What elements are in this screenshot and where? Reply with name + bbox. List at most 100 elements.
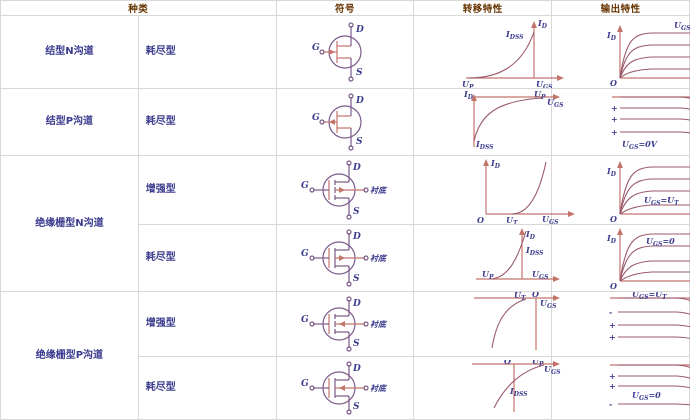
- marker-up: UP: [462, 79, 474, 88]
- pin-label-drain: D: [352, 163, 361, 173]
- origin-label: O: [477, 215, 484, 224]
- pin-label-drain: D: [355, 96, 364, 106]
- axis-label-ugs: UGS: [540, 298, 557, 310]
- mosfet-p-enhancement-symbol: G D S 衬底: [301, 296, 388, 352]
- axis-label-ugs: UGS: [532, 269, 549, 281]
- pin-label-substrate: 衬底: [370, 319, 388, 329]
- cell-symbol-mos-n-dep: G D S 衬底: [275, 224, 415, 292]
- transfer-curve-mos-n-enh: ID O UT UGS: [477, 158, 576, 224]
- cell-symbol-jfet-p: G D S: [275, 88, 415, 156]
- cell-symbol-mos-p-dep: G D S 衬底: [275, 356, 415, 420]
- mosfet-p-depletion-symbol: G D S 衬底: [301, 361, 388, 415]
- pin-label-drain: D: [352, 364, 361, 374]
- cell-symbol-jfet-n: G D S: [275, 15, 415, 89]
- table-header-row: 种类 符号 转移特性 输出特性: [0, 0, 690, 16]
- marker-ut: UT: [514, 292, 526, 302]
- pin-label-source: S: [353, 402, 360, 412]
- output-curves-mos-n-enh: ID + + + UGS=UT O UDS: [606, 161, 690, 224]
- cell-subtype-mos-p-dep: 耗尽型: [137, 356, 277, 420]
- marker-idss: IDSS: [525, 245, 544, 257]
- table-row: 结型N沟道 耗尽型 G D S: [0, 15, 690, 89]
- marker-idss: IDSS: [475, 139, 494, 151]
- origin-label: O: [610, 281, 617, 291]
- axis-label-id: ID: [606, 233, 617, 245]
- pin-label-gate: G: [301, 249, 309, 259]
- pin-label-gate: G: [301, 181, 309, 191]
- output-curves-jfet-n: ID UGS=0V - - - O UDS: [606, 20, 690, 88]
- cell-subtype-mos-p-enh: 增强型: [137, 291, 277, 357]
- axis-label-id: ID: [490, 158, 501, 170]
- axis-label-id: ID: [606, 30, 617, 42]
- cell-transfer-jfet-n: ID IDSS UP UGS: [413, 15, 565, 89]
- output-curves-mos-p-enh: ID UDS UGS=UT - + +: [609, 292, 690, 342]
- cell-output-mos-p-enh: ID UDS UGS=UT - + +: [551, 291, 690, 357]
- cell-category-mos-n: 绝缘栅型N沟道: [0, 155, 139, 292]
- sign-plus: +: [609, 382, 616, 391]
- marker-idss: IDSS: [509, 386, 528, 398]
- curve-label-ugs0v: UGS=0V: [622, 139, 658, 151]
- header-cell-symbol: 符号: [275, 0, 415, 16]
- pin-label-substrate: 衬底: [370, 383, 388, 393]
- marker-ut: UT: [506, 215, 518, 224]
- cell-subtype-mos-n-dep: 耗尽型: [137, 224, 277, 292]
- cell-transfer-mos-p-enh: UT O UGS: [413, 291, 561, 357]
- axis-label-id: ID: [463, 89, 474, 101]
- curve-label-ugs-ut: UGS=UT: [644, 195, 679, 207]
- cell-subtype-jfet-p: 耗尽型: [137, 88, 277, 156]
- marker-up: UP: [532, 360, 544, 368]
- transfer-curve-mos-n-dep: ID IDSS UP UGS: [476, 228, 561, 282]
- sign-plus: +: [609, 321, 616, 330]
- curve-label-ugs-ut: UGS=UT: [632, 292, 667, 301]
- transfer-curve-jfet-n: ID IDSS UP UGS: [462, 18, 565, 88]
- axis-label-id: ID: [537, 18, 548, 30]
- table-row: 耗尽型 G D S 衬底: [1, 224, 690, 292]
- header-cell-output: 输出特性: [551, 0, 690, 16]
- cell-transfer-jfet-p: ID UP UGS IDSS: [413, 88, 564, 156]
- axis-label-id: ID: [606, 166, 617, 178]
- pin-label-source: S: [353, 207, 360, 217]
- pin-label-gate: G: [312, 113, 320, 123]
- curve-label-ugs0v: UGS=0V: [674, 20, 690, 32]
- cell-symbol-mos-p-enh: G D S 衬底: [275, 291, 415, 357]
- cell-output-jfet-n: ID UGS=0V - - - O UDS: [551, 15, 690, 89]
- sign-plus: +: [611, 115, 618, 124]
- pin-label-source: S: [353, 274, 360, 284]
- transfer-curve-mos-p-dep: O UP UGS IDSS: [472, 360, 561, 412]
- pin-label-gate: G: [301, 379, 309, 389]
- jfet-n-channel-symbol: G D S: [312, 22, 364, 82]
- cell-category-mos-p: 绝缘栅型P沟道: [0, 291, 139, 420]
- cell-subtype-jfet-n: 耗尽型: [137, 15, 277, 89]
- axis-label-ugs: UGS: [536, 79, 553, 88]
- pin-label-drain: D: [352, 299, 361, 309]
- marker-up: UP: [482, 269, 494, 281]
- axis-label-ugs: UGS: [547, 97, 564, 109]
- cell-transfer-mos-n-enh: ID O UT UGS: [413, 155, 576, 225]
- jfet-p-channel-symbol: G D S: [312, 93, 364, 151]
- marker-idss: IDSS: [505, 29, 524, 41]
- cell-subtype-mos-n-enh: 增强型: [137, 155, 277, 225]
- marker-up: UP: [534, 89, 546, 101]
- transfer-curve-mos-p-enh: UT O UGS: [474, 292, 561, 350]
- cell-output-mos-p-dep: ID UDS + + UGS=0 -: [551, 356, 690, 420]
- curve-label-ugs-0: UGS=0: [632, 390, 661, 402]
- sign-plus: +: [609, 372, 616, 381]
- cell-transfer-mos-n-dep: ID IDSS UP UGS: [413, 224, 561, 292]
- axis-label-id: ID: [525, 229, 536, 241]
- mosfet-n-depletion-symbol: G D S 衬底: [301, 229, 388, 287]
- cell-output-mos-n-dep: ID + UGS=0 - - O UDS: [551, 224, 690, 292]
- table-row: 绝缘栅型P沟道 增强型 G D: [0, 291, 690, 420]
- pin-label-drain: D: [352, 232, 361, 242]
- header-cell-category: 种类: [0, 0, 277, 16]
- pin-label-source: S: [356, 68, 363, 78]
- pin-label-substrate: 衬底: [370, 253, 388, 263]
- output-curves-mos-p-dep: ID UDS + + UGS=0 -: [609, 364, 690, 409]
- table-row: 绝缘栅型N沟道 增强型 G D: [0, 155, 690, 292]
- axis-label-ugs: UGS: [542, 214, 559, 224]
- cell-transfer-mos-p-dep: O UP UGS IDSS: [413, 356, 561, 420]
- origin-label: O: [532, 292, 539, 299]
- sign-plus: +: [609, 333, 616, 342]
- cell-output-mos-n-enh: ID + + + UGS=UT O UDS: [551, 155, 690, 225]
- origin-label: O: [610, 78, 617, 88]
- cell-category-jfet-p: 结型P沟道: [0, 88, 139, 156]
